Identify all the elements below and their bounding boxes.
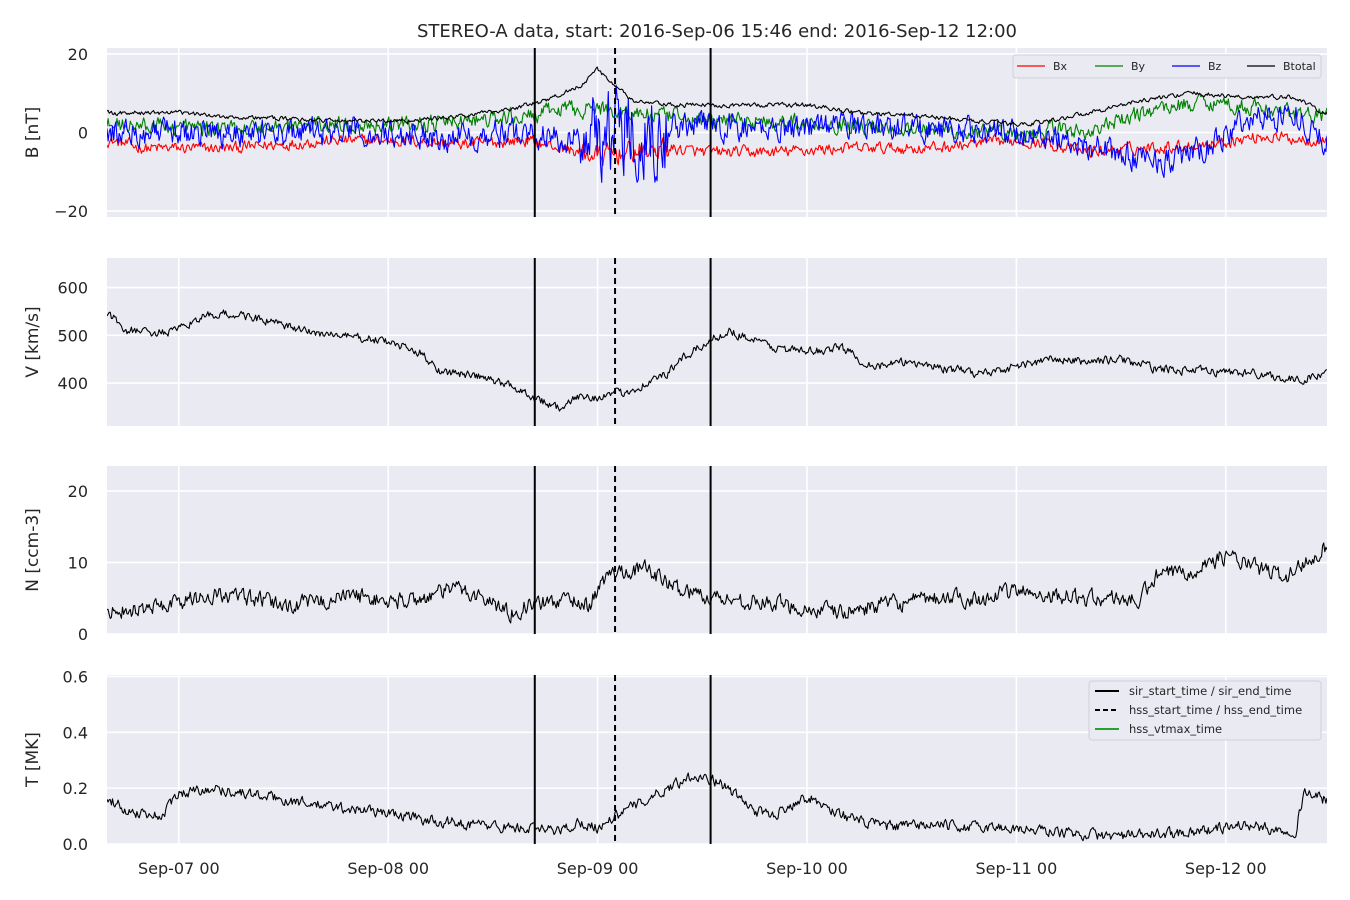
y-tick-label: 20 — [68, 45, 88, 64]
series-group — [107, 772, 1327, 842]
series-group — [107, 309, 1327, 412]
y-tick-label: 0 — [78, 124, 88, 143]
y-axis-label: N [ccm-3] — [23, 508, 43, 592]
chart-title: STEREO-A data, start: 2016-Sep-06 15:46 … — [417, 21, 1017, 42]
x-tick-label: Sep-12 00 — [1185, 859, 1267, 878]
series-line-Bz — [107, 84, 1327, 183]
y-axis-label: T [MK] — [23, 732, 43, 788]
y-axis-label: V [km/s] — [23, 306, 43, 377]
y-tick-label: 20 — [68, 482, 88, 501]
series-line-data — [107, 542, 1327, 624]
legend-label: Btotal — [1283, 60, 1316, 73]
panel-1: −20 0 20 B [nT] Bx By Bz Btotal — [23, 45, 1327, 221]
series-group — [107, 542, 1327, 624]
x-tick-label: Sep-07 00 — [138, 859, 220, 878]
y-tick-label: 600 — [57, 279, 88, 298]
panel-3: 0 10 20 N [ccm-3] — [23, 466, 1327, 644]
panel-4: 0.0 0.2 0.4 0.6 T [MK] sir_start_time / sir_e… — [23, 667, 1327, 854]
y-tick-label: 0 — [78, 625, 88, 644]
plot-area — [107, 466, 1327, 634]
y-axis-label: B [nT] — [23, 107, 43, 159]
legend-box — [1088, 680, 1322, 741]
series-group — [107, 66, 1327, 183]
x-tick-label: Sep-10 00 — [766, 859, 848, 878]
series-line-Bx — [107, 131, 1327, 166]
legend-top: Bx By Bz Btotal — [1012, 54, 1322, 79]
x-tick-label: Sep-08 00 — [347, 859, 429, 878]
plot-area — [107, 258, 1327, 426]
panel-2: 400 500 600 V [km/s] — [23, 258, 1327, 426]
series-line-Btotal — [107, 66, 1327, 127]
legend-label: Bx — [1053, 60, 1068, 73]
y-tick-label: 0.0 — [63, 835, 88, 854]
y-tick-label: −20 — [54, 202, 88, 221]
x-tick-label: Sep-11 00 — [976, 859, 1058, 878]
legend-label: By — [1131, 60, 1146, 73]
y-tick-label: 0.2 — [63, 779, 88, 798]
legend-bottom: sir_start_time / sir_end_time hss_start_t… — [1088, 680, 1322, 741]
y-tick-label: 400 — [57, 374, 88, 393]
legend-label: Bz — [1208, 60, 1222, 73]
legend-box — [1012, 54, 1322, 79]
legend-label: hss_start_time / hss_end_time — [1129, 703, 1302, 717]
y-tick-label: 0.4 — [63, 723, 88, 742]
legend-label: hss_vtmax_time — [1129, 722, 1222, 736]
series-line-data — [107, 309, 1327, 412]
series-line-data — [107, 772, 1327, 842]
y-tick-label: 0.6 — [63, 667, 88, 686]
legend-label: sir_start_time / sir_end_time — [1129, 684, 1291, 698]
x-tick-label: Sep-09 00 — [557, 859, 639, 878]
y-tick-label: 10 — [68, 554, 88, 573]
y-tick-label: 500 — [57, 326, 88, 345]
